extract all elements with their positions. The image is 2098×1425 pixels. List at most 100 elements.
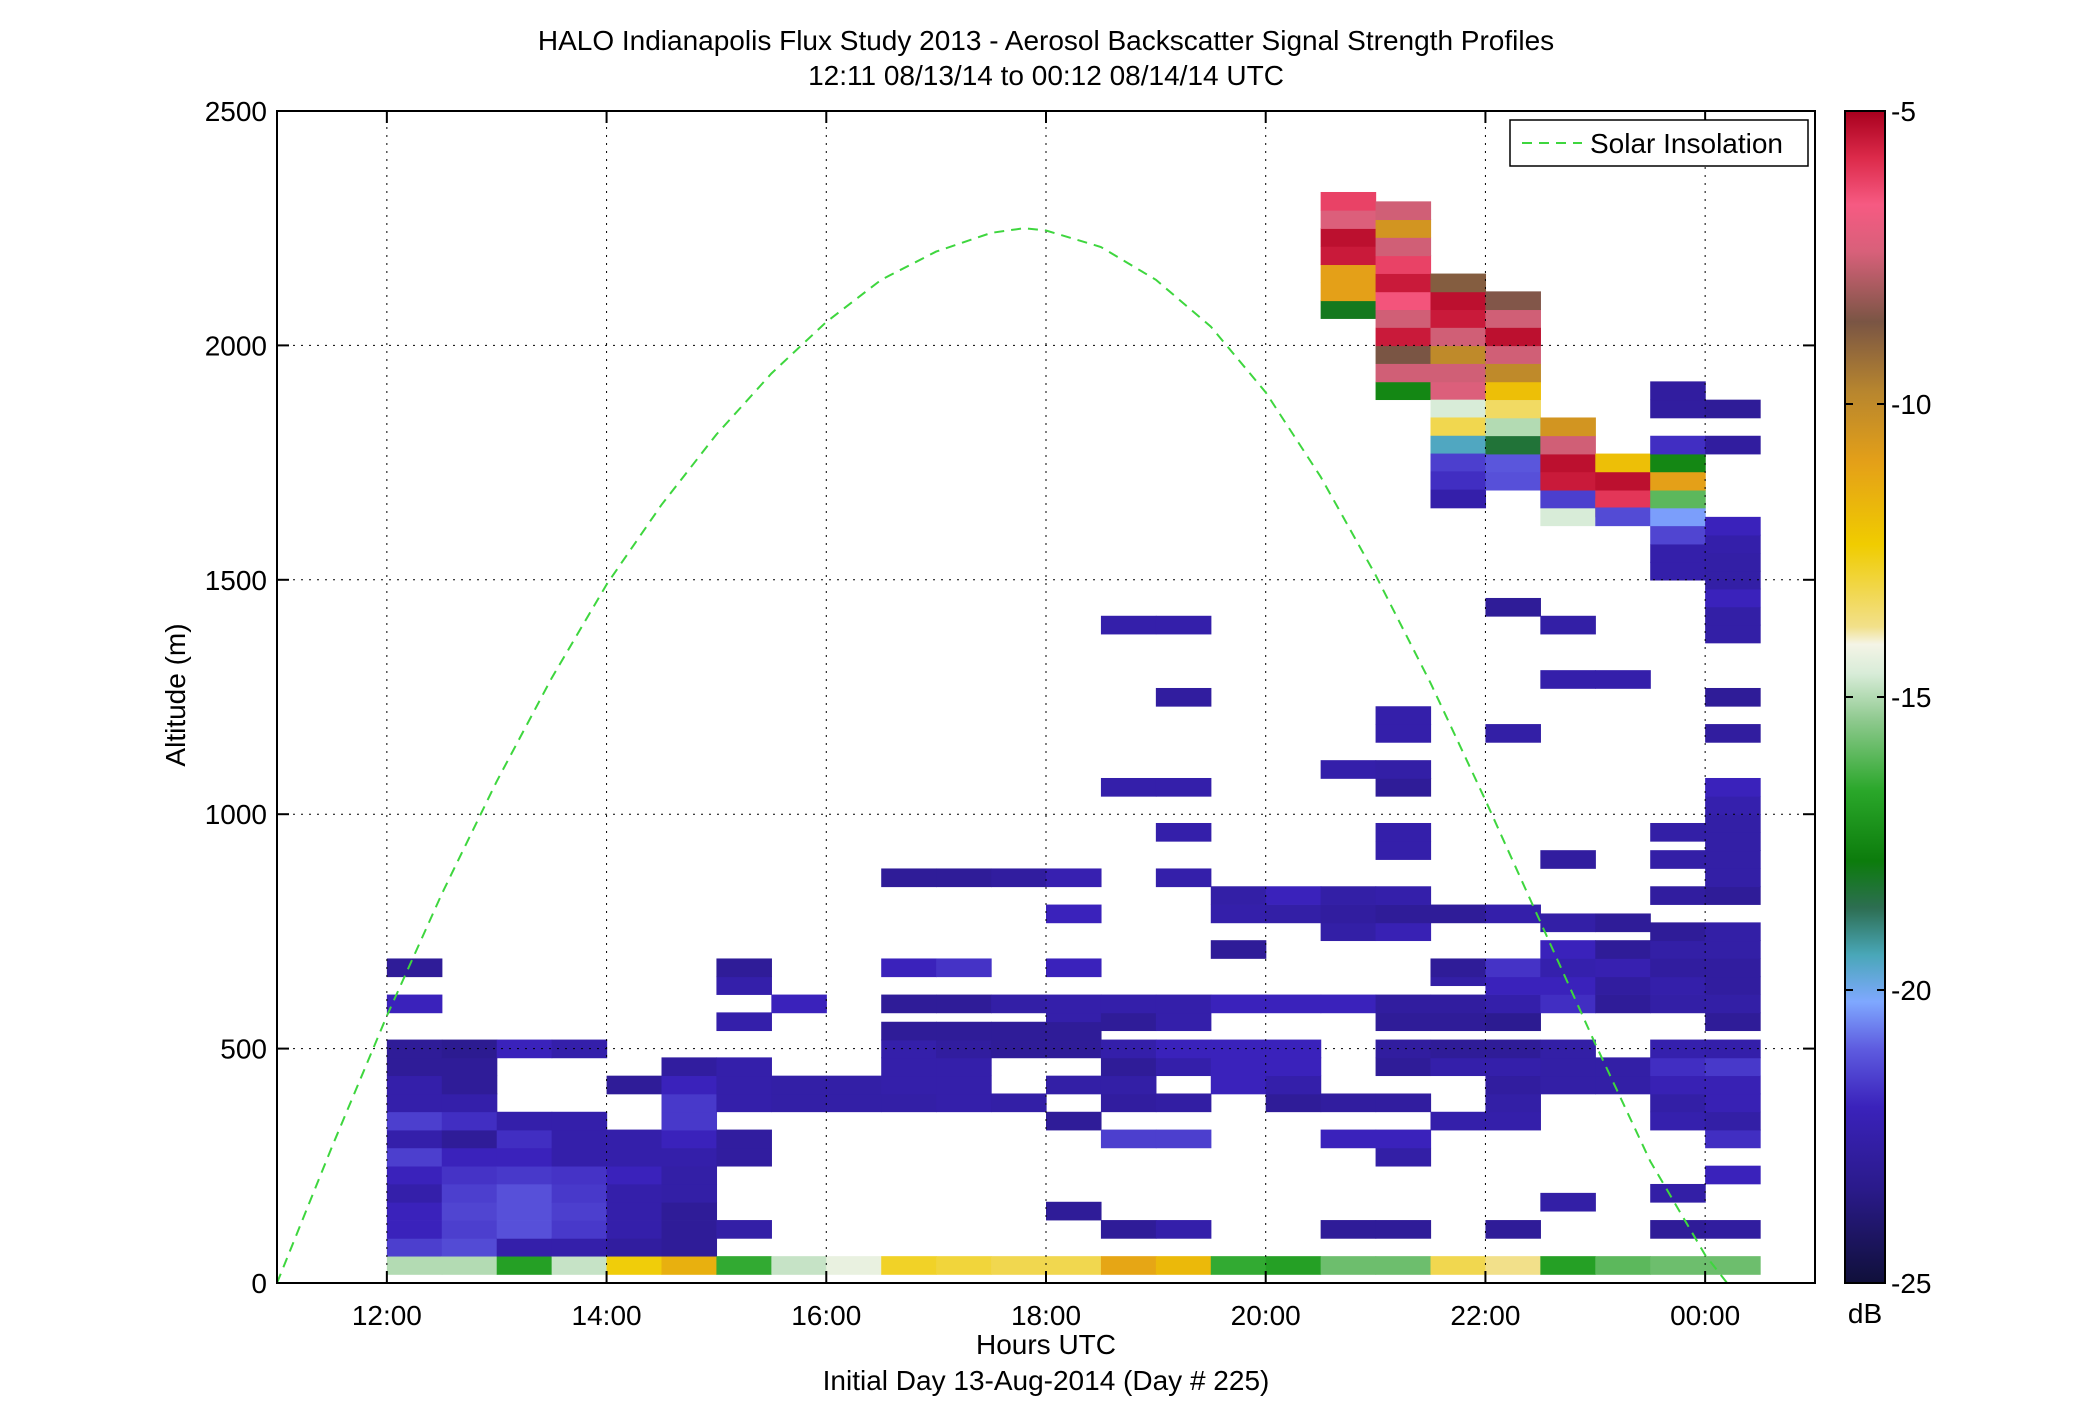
heatmap-cell xyxy=(606,1220,663,1239)
y-tick-label: 1000 xyxy=(205,799,267,830)
heatmap-cell xyxy=(386,1093,443,1113)
heatmap-cell xyxy=(441,1237,498,1257)
heatmap-cell xyxy=(386,1129,443,1149)
heatmap-cell xyxy=(936,1256,992,1275)
heatmap-cell xyxy=(1320,886,1377,905)
heatmap-cell xyxy=(1320,1129,1377,1149)
heatmap-cell xyxy=(1540,471,1596,491)
heatmap-cell xyxy=(1540,1075,1596,1095)
heatmap-cell xyxy=(1705,1093,1761,1113)
heatmap-cell xyxy=(1705,868,1761,888)
heatmap-cell xyxy=(1375,309,1432,328)
heatmap-cell xyxy=(1650,922,1706,942)
heatmap-cell xyxy=(1265,1256,1322,1275)
heatmap-cell xyxy=(1320,282,1377,302)
colorbar-unit-label: dB xyxy=(1848,1298,1882,1329)
heatmap-cell xyxy=(1430,453,1487,473)
y-tick-label: 0 xyxy=(251,1268,267,1299)
heatmap-cell xyxy=(1650,489,1706,509)
heatmap-cell xyxy=(1375,777,1432,797)
heatmap-cell xyxy=(606,1147,663,1167)
heatmap-cell xyxy=(1595,958,1651,978)
heatmap-cell xyxy=(386,1256,443,1275)
heatmap-cell xyxy=(1100,1039,1157,1059)
heatmap-cell xyxy=(1650,561,1706,581)
heatmap-cell xyxy=(606,1183,663,1203)
heatmap-cell xyxy=(1265,1093,1322,1113)
heatmap-cell xyxy=(1650,1256,1706,1275)
heatmap-cell xyxy=(606,1129,663,1149)
heatmap-cell xyxy=(551,1147,608,1167)
heatmap-cell xyxy=(1485,1012,1541,1032)
heatmap-cell xyxy=(1540,850,1596,869)
x-axis-ticks: 12:00 14:00 16:00 18:00 20:00 22:00 00:00 xyxy=(352,111,1740,1331)
heatmap-cell xyxy=(1430,489,1487,509)
heatmap-cell xyxy=(606,1201,663,1221)
heatmap-cell xyxy=(1265,994,1322,1014)
heatmap-cell xyxy=(441,1165,498,1185)
heatmap-cell xyxy=(606,1256,663,1275)
heatmap-cell xyxy=(1375,381,1432,401)
chart-title: HALO Indianapolis Flux Study 2013 - Aero… xyxy=(538,25,1554,56)
heatmap-cell xyxy=(1540,913,1596,933)
heatmap-cell xyxy=(661,1057,718,1077)
heatmap-cell xyxy=(1046,958,1102,978)
heatmap-cell xyxy=(1705,976,1761,995)
heatmap-cell xyxy=(771,994,827,1014)
heatmap-cell xyxy=(1430,1012,1487,1032)
y-tick-label: 500 xyxy=(220,1034,267,1065)
heatmap-cell xyxy=(496,1237,553,1257)
heatmap-cell xyxy=(661,1093,718,1113)
heatmap-cell xyxy=(1100,777,1157,797)
heatmap-cell xyxy=(1540,1256,1596,1275)
heatmap-cell xyxy=(1485,904,1541,924)
heatmap-cell xyxy=(1705,777,1761,797)
heatmap-cell xyxy=(551,1165,608,1185)
heatmap-cell xyxy=(661,1183,718,1203)
heatmap-cell xyxy=(1595,471,1651,491)
colorbar: -25 -20 -15 -10 -5 dB xyxy=(1844,96,1931,1329)
heatmap-cell xyxy=(881,868,937,888)
heatmap-cell xyxy=(991,1021,1047,1041)
heatmap-cell xyxy=(1430,363,1487,383)
heatmap-cell xyxy=(716,1220,772,1239)
heatmap-cell xyxy=(1650,525,1706,545)
heatmap-cell xyxy=(1100,615,1157,635)
heatmap-cell xyxy=(441,1129,498,1149)
heatmap-cell xyxy=(1430,958,1487,978)
heatmap-cell xyxy=(661,1165,718,1185)
heatmap-cell xyxy=(1375,255,1432,274)
heatmap-cell xyxy=(1705,534,1761,554)
heatmap-cell xyxy=(1705,958,1761,978)
colorbar-tick-label: -15 xyxy=(1891,682,1931,713)
heatmap-cell xyxy=(661,1075,718,1095)
heatmap-cell xyxy=(1375,1057,1432,1077)
heatmap-cell xyxy=(881,1039,937,1059)
heatmap-cell xyxy=(1705,570,1761,590)
heatmap-cell xyxy=(441,1093,498,1113)
x-tick-label: 20:00 xyxy=(1231,1300,1301,1331)
heatmap-cell xyxy=(1375,904,1432,924)
heatmap-cell xyxy=(716,976,772,995)
heatmap-cell xyxy=(1375,291,1432,311)
heatmap-cell xyxy=(1705,724,1761,743)
heatmap-cell xyxy=(1430,345,1487,364)
heatmap-cell xyxy=(1375,1129,1432,1149)
heatmap-cell xyxy=(1320,264,1377,283)
heatmap-cell xyxy=(826,1093,882,1113)
heatmap-cell xyxy=(496,1183,553,1203)
legend-entry-solar-insolation: Solar Insolation xyxy=(1590,128,1783,159)
heatmap-cell xyxy=(1705,624,1761,644)
heatmap-cell xyxy=(936,1057,992,1077)
x-tick-label: 22:00 xyxy=(1450,1300,1520,1331)
heatmap-cell xyxy=(661,1256,718,1275)
heatmap-cell xyxy=(1485,381,1541,401)
x-axis-label-day: Initial Day 13-Aug-2014 (Day # 225) xyxy=(823,1365,1270,1396)
heatmap-cell xyxy=(441,1183,498,1203)
heatmap-cell xyxy=(1375,345,1432,364)
heatmap-cell xyxy=(1485,345,1541,364)
heatmap-cell xyxy=(1375,922,1432,942)
heatmap-cell xyxy=(1650,471,1706,491)
heatmap-cell xyxy=(1375,1256,1432,1275)
heatmap-cell xyxy=(1320,904,1377,924)
